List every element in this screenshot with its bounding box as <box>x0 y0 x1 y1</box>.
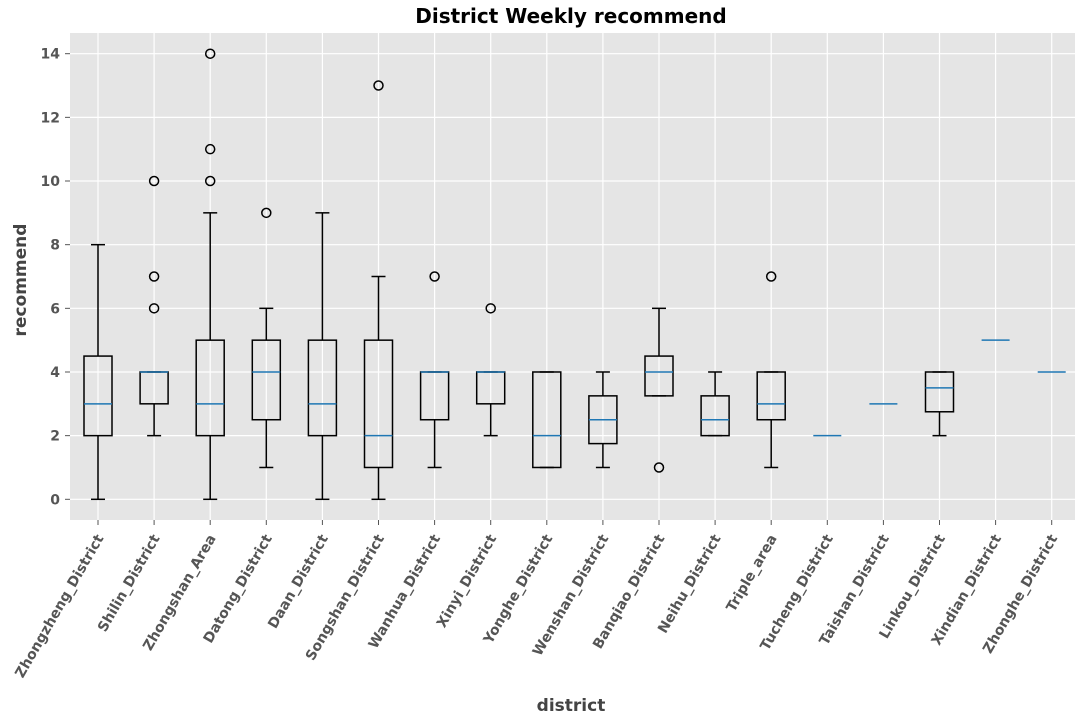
x-tick-label: Triple_area <box>724 532 781 615</box>
box-iqr <box>700 395 730 437</box>
outlier-point <box>204 175 216 187</box>
chart-title: District Weekly recommend <box>415 4 726 28</box>
box-iqr <box>644 355 674 397</box>
x-tick-label: Shilin_District <box>95 532 164 635</box>
outlier-point <box>261 207 272 219</box>
box-group <box>251 207 282 469</box>
box-iqr <box>195 339 225 437</box>
outlier-point <box>204 48 216 59</box>
outlier-point <box>204 143 216 155</box>
plot-background <box>70 33 1075 520</box>
box-iqr <box>756 371 786 421</box>
x-tick-label: Neihu_District <box>655 532 725 636</box>
box-iqr <box>83 355 113 437</box>
box-iqr <box>924 371 955 413</box>
box-group <box>700 371 730 437</box>
outlier-point <box>429 271 440 282</box>
x-tick-label: Daan_District <box>265 532 332 632</box>
box-group <box>644 307 674 473</box>
box-group <box>532 371 562 469</box>
y-axis-label: recommend <box>11 224 31 337</box>
x-axis-label: district <box>537 696 606 716</box>
outlier-point <box>373 80 384 91</box>
box-group <box>475 303 506 437</box>
x-tick-label: Xinyi_District <box>434 532 500 631</box>
box-iqr <box>363 339 394 469</box>
box-group <box>588 371 618 469</box>
y-tick-label: 0 <box>50 492 60 508</box>
outlier-point <box>765 271 777 282</box>
box-group <box>924 371 955 437</box>
y-tick-label: 8 <box>50 238 60 254</box>
outlier-point <box>148 303 160 314</box>
box-group <box>83 243 113 501</box>
x-tick-label: Zhongzheng_District <box>12 532 107 681</box>
box-group <box>307 212 338 501</box>
outlier-point <box>653 462 665 473</box>
y-tick-label: 10 <box>41 174 61 190</box>
box-group <box>195 48 225 501</box>
box-group <box>363 80 394 501</box>
box-group <box>756 271 786 469</box>
y-tick-label: 12 <box>41 110 60 126</box>
box-group <box>419 271 450 469</box>
box-group <box>139 175 169 437</box>
y-tick-label: 6 <box>50 301 60 317</box>
box-iqr <box>532 371 562 469</box>
box-iqr <box>307 339 338 437</box>
box-iqr <box>251 339 282 421</box>
y-tick-label: 14 <box>41 47 61 63</box>
y-tick-label: 2 <box>50 429 60 445</box>
outlier-point <box>148 271 160 282</box>
outlier-point <box>485 303 496 314</box>
y-tick-label: 4 <box>50 365 60 381</box>
outlier-point <box>148 175 160 187</box>
